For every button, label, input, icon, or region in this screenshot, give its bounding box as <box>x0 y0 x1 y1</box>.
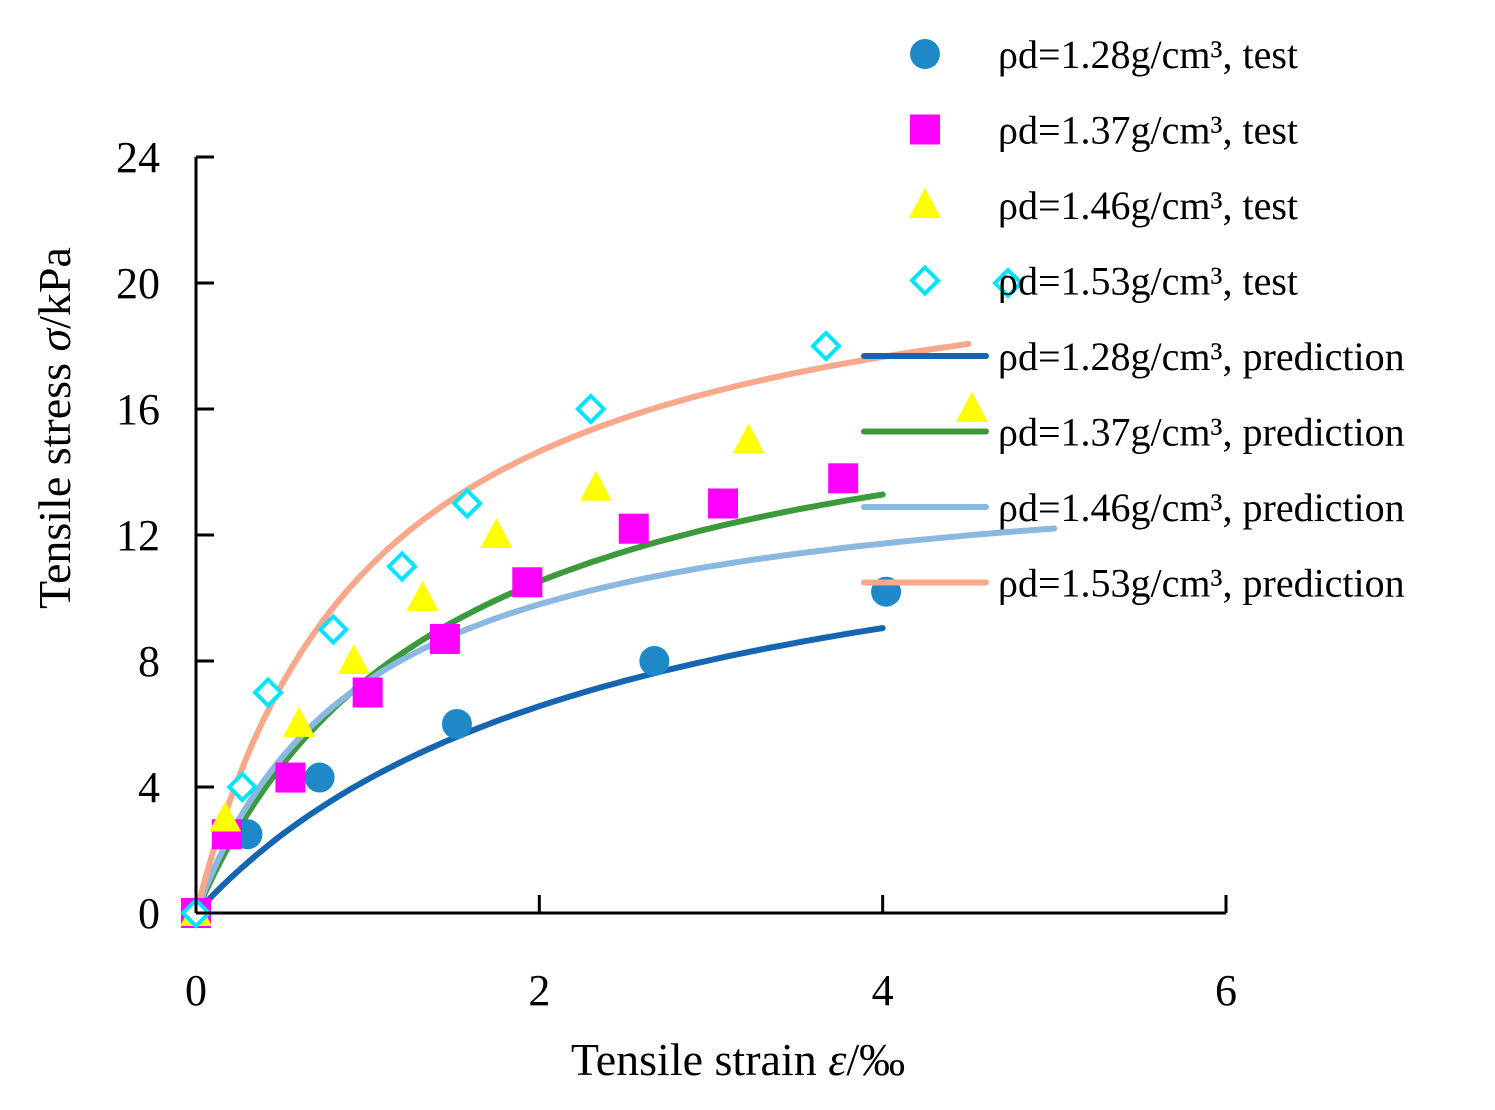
data-point-s2-8 <box>708 488 739 519</box>
legend-item-5: ρd=1.28g/cm³, prediction <box>861 334 1405 379</box>
y-axis-title-suffix: /kPa <box>29 247 80 329</box>
x-axis-title-prefix: Tensile strain <box>571 1034 828 1085</box>
data-point-s4-6 <box>451 487 484 520</box>
data-point-s1-5 <box>639 646 670 676</box>
legend-item-6: ρd=1.37g/cm³, prediction <box>861 410 1405 455</box>
x-tick-label: 6 <box>1215 966 1237 1015</box>
legend-marker-3 <box>909 188 941 218</box>
data-point-s4-2 <box>226 771 259 803</box>
legend-label-4: ρd=1.53g/cm³, test <box>998 259 1298 304</box>
legend-marker-4 <box>909 264 941 297</box>
y-axis-title: Tensile stress σ/kPa <box>29 247 80 609</box>
legend-marker-2 <box>910 114 940 145</box>
data-point-s3-6 <box>480 518 513 548</box>
prediction-line-5 <box>193 625 886 916</box>
y-tick-label: 8 <box>138 637 160 686</box>
data-point-s2-9 <box>828 463 859 494</box>
y-tick-label: 16 <box>116 385 160 434</box>
legend-label-8: ρd=1.53g/cm³, prediction <box>998 561 1405 606</box>
data-point-s3-8 <box>732 423 765 454</box>
data-point-s3-7 <box>579 470 612 501</box>
data-point-s2-4 <box>352 677 383 708</box>
data-point-s2-6 <box>512 567 543 598</box>
legend-label-5: ρd=1.28g/cm³, prediction <box>998 334 1405 379</box>
data-point-s3-4 <box>337 644 370 674</box>
x-axis-title-symbol: ε <box>828 1034 847 1085</box>
x-tick-label: 0 <box>185 966 207 1015</box>
data-point-s3-5 <box>406 581 439 611</box>
x-axis-title-suffix: /‰ <box>846 1034 905 1085</box>
legend-label-6: ρd=1.37g/cm³, prediction <box>998 410 1405 455</box>
y-axis-title-symbol: σ <box>29 327 80 352</box>
legend: ρd=1.28g/cm³, test ρd=1.37g/cm³, test ρd=1… <box>861 32 1405 606</box>
prediction-line-7 <box>193 525 1058 916</box>
data-point-s1-3 <box>304 762 335 793</box>
data-point-s4-3 <box>252 676 284 709</box>
data-point-s2-3 <box>275 762 306 793</box>
prediction-line-8 <box>193 340 972 916</box>
data-point-s4-8 <box>810 330 842 362</box>
legend-item-3: ρd=1.46g/cm³, test <box>909 183 1298 228</box>
axes <box>194 155 1228 915</box>
data-point-s4-5 <box>386 550 418 583</box>
legend-label-1: ρd=1.28g/cm³, test <box>998 32 1298 77</box>
legend-item-1: ρd=1.28g/cm³, test <box>910 32 1298 77</box>
x-axis-title: Tensile strain ε/‰ <box>571 1034 905 1085</box>
x-tick-label: 4 <box>872 966 894 1015</box>
y-tick-label: 12 <box>116 511 160 560</box>
test-markers <box>180 267 1024 929</box>
legend-marker-1 <box>910 39 940 69</box>
data-point-s2-5 <box>429 623 460 654</box>
legend-item-7: ρd=1.46g/cm³, prediction <box>861 485 1405 530</box>
y-axis-title-prefix: Tensile stress <box>29 352 80 609</box>
data-point-s3-2 <box>209 801 242 832</box>
legend-item-4: ρd=1.53g/cm³, test <box>909 259 1298 304</box>
data-point-s3-3 <box>283 707 315 737</box>
legend-item-2: ρd=1.37g/cm³, test <box>910 108 1298 153</box>
legend-label-7: ρd=1.46g/cm³, prediction <box>998 485 1405 530</box>
y-tick-label: 0 <box>138 889 160 938</box>
data-point-s2-7 <box>618 513 649 544</box>
legend-label-3: ρd=1.46g/cm³, test <box>998 183 1298 228</box>
data-point-s3-9 <box>955 392 988 422</box>
x-tick-label: 2 <box>528 966 550 1015</box>
y-tick-label: 24 <box>116 133 160 182</box>
y-tick-label: 20 <box>116 259 160 308</box>
legend-item-8: ρd=1.53g/cm³, prediction <box>861 561 1405 606</box>
data-point-s4-4 <box>317 613 350 646</box>
y-tick-label: 4 <box>138 763 160 812</box>
data-point-s1-4 <box>441 709 472 739</box>
legend-label-2: ρd=1.37g/cm³, test <box>998 108 1298 153</box>
data-point-s4-9 <box>992 267 1024 299</box>
data-point-s4-7 <box>575 393 607 425</box>
